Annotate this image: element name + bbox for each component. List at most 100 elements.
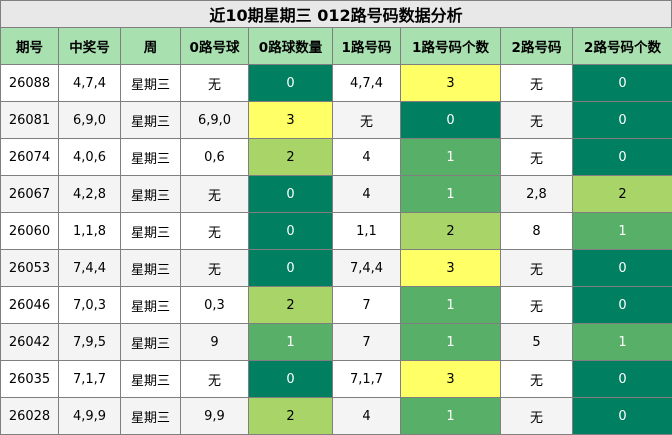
cell-two-nums: 无 xyxy=(501,102,573,139)
cell-two-nums: 无 xyxy=(501,139,573,176)
cell-two-nums: 2,8 xyxy=(501,176,573,213)
cell-zero-count: 0 xyxy=(249,176,333,213)
table-title: 近10期星期三 012路号码数据分析 xyxy=(0,0,672,28)
cell-one-nums: 4 xyxy=(333,139,401,176)
header-zero-count: 0路球数量 xyxy=(249,28,333,65)
cell-one-nums: 无 xyxy=(333,102,401,139)
cell-numbers: 4,7,4 xyxy=(59,65,121,102)
header-one-nums: 1路号码 xyxy=(333,28,401,65)
cell-zero-count: 0 xyxy=(249,213,333,250)
cell-one-nums: 4,7,4 xyxy=(333,65,401,102)
cell-zero-nums: 9,9 xyxy=(181,398,249,435)
cell-zero-count: 2 xyxy=(249,398,333,435)
cell-numbers: 4,2,8 xyxy=(59,176,121,213)
cell-two-count: 0 xyxy=(573,102,672,139)
cell-two-count: 0 xyxy=(573,65,672,102)
cell-zero-nums: 无 xyxy=(181,213,249,250)
cell-one-nums: 7,4,4 xyxy=(333,250,401,287)
header-weekday: 周 xyxy=(121,28,181,65)
header-issue: 期号 xyxy=(1,28,59,65)
cell-issue: 26088 xyxy=(1,65,59,102)
cell-one-count: 1 xyxy=(401,176,501,213)
cell-weekday: 星期三 xyxy=(121,65,181,102)
cell-one-count: 1 xyxy=(401,287,501,324)
cell-two-nums: 无 xyxy=(501,250,573,287)
cell-issue: 26035 xyxy=(1,361,59,398)
cell-two-nums: 无 xyxy=(501,398,573,435)
cell-numbers: 1,1,8 xyxy=(59,213,121,250)
cell-zero-count: 0 xyxy=(249,250,333,287)
cell-zero-nums: 9 xyxy=(181,324,249,361)
cell-two-nums: 无 xyxy=(501,361,573,398)
cell-zero-count: 2 xyxy=(249,287,333,324)
cell-issue: 26060 xyxy=(1,213,59,250)
cell-two-nums: 5 xyxy=(501,324,573,361)
cell-zero-nums: 无 xyxy=(181,65,249,102)
cell-weekday: 星期三 xyxy=(121,398,181,435)
cell-weekday: 星期三 xyxy=(121,250,181,287)
cell-two-nums: 8 xyxy=(501,213,573,250)
cell-issue: 26053 xyxy=(1,250,59,287)
cell-two-count: 0 xyxy=(573,250,672,287)
cell-weekday: 星期三 xyxy=(121,139,181,176)
cell-zero-count: 0 xyxy=(249,65,333,102)
cell-two-count: 0 xyxy=(573,398,672,435)
cell-one-nums: 7,1,7 xyxy=(333,361,401,398)
cell-numbers: 4,0,6 xyxy=(59,139,121,176)
cell-one-nums: 4 xyxy=(333,176,401,213)
cell-zero-nums: 0,6 xyxy=(181,139,249,176)
cell-one-count: 3 xyxy=(401,361,501,398)
cell-issue: 26074 xyxy=(1,139,59,176)
cell-two-nums: 无 xyxy=(501,65,573,102)
cell-two-count: 1 xyxy=(573,213,672,250)
cell-zero-nums: 无 xyxy=(181,361,249,398)
cell-zero-count: 0 xyxy=(249,361,333,398)
cell-one-count: 0 xyxy=(401,102,501,139)
header-zero-nums: 0路号球 xyxy=(181,28,249,65)
cell-weekday: 星期三 xyxy=(121,361,181,398)
cell-zero-nums: 0,3 xyxy=(181,287,249,324)
header-row: 期号 中奖号 周 0路号球 0路球数量 1路号码 1路号码个数 2路号码 2路号… xyxy=(1,28,672,65)
cell-zero-count: 2 xyxy=(249,139,333,176)
header-one-count: 1路号码个数 xyxy=(401,28,501,65)
header-numbers: 中奖号 xyxy=(59,28,121,65)
cell-zero-nums: 无 xyxy=(181,176,249,213)
cell-numbers: 7,1,7 xyxy=(59,361,121,398)
cell-one-count: 1 xyxy=(401,398,501,435)
cell-zero-count: 3 xyxy=(249,102,333,139)
cell-numbers: 7,9,5 xyxy=(59,324,121,361)
cell-weekday: 星期三 xyxy=(121,324,181,361)
cell-one-count: 3 xyxy=(401,65,501,102)
cell-numbers: 7,0,3 xyxy=(59,287,121,324)
cell-one-count: 2 xyxy=(401,213,501,250)
cell-weekday: 星期三 xyxy=(121,102,181,139)
cell-numbers: 4,9,9 xyxy=(59,398,121,435)
cell-one-count: 3 xyxy=(401,250,501,287)
cell-two-count: 0 xyxy=(573,361,672,398)
cell-issue: 26042 xyxy=(1,324,59,361)
cell-two-count: 0 xyxy=(573,139,672,176)
cell-zero-nums: 无 xyxy=(181,250,249,287)
cell-weekday: 星期三 xyxy=(121,213,181,250)
cell-two-count: 2 xyxy=(573,176,672,213)
cell-zero-nums: 6,9,0 xyxy=(181,102,249,139)
cell-issue: 26081 xyxy=(1,102,59,139)
cell-one-count: 1 xyxy=(401,139,501,176)
cell-numbers: 7,4,4 xyxy=(59,250,121,287)
cell-two-count: 1 xyxy=(573,324,672,361)
cell-issue: 26046 xyxy=(1,287,59,324)
cell-issue: 26028 xyxy=(1,398,59,435)
cell-two-nums: 无 xyxy=(501,287,573,324)
cell-one-nums: 4 xyxy=(333,398,401,435)
cell-numbers: 6,9,0 xyxy=(59,102,121,139)
